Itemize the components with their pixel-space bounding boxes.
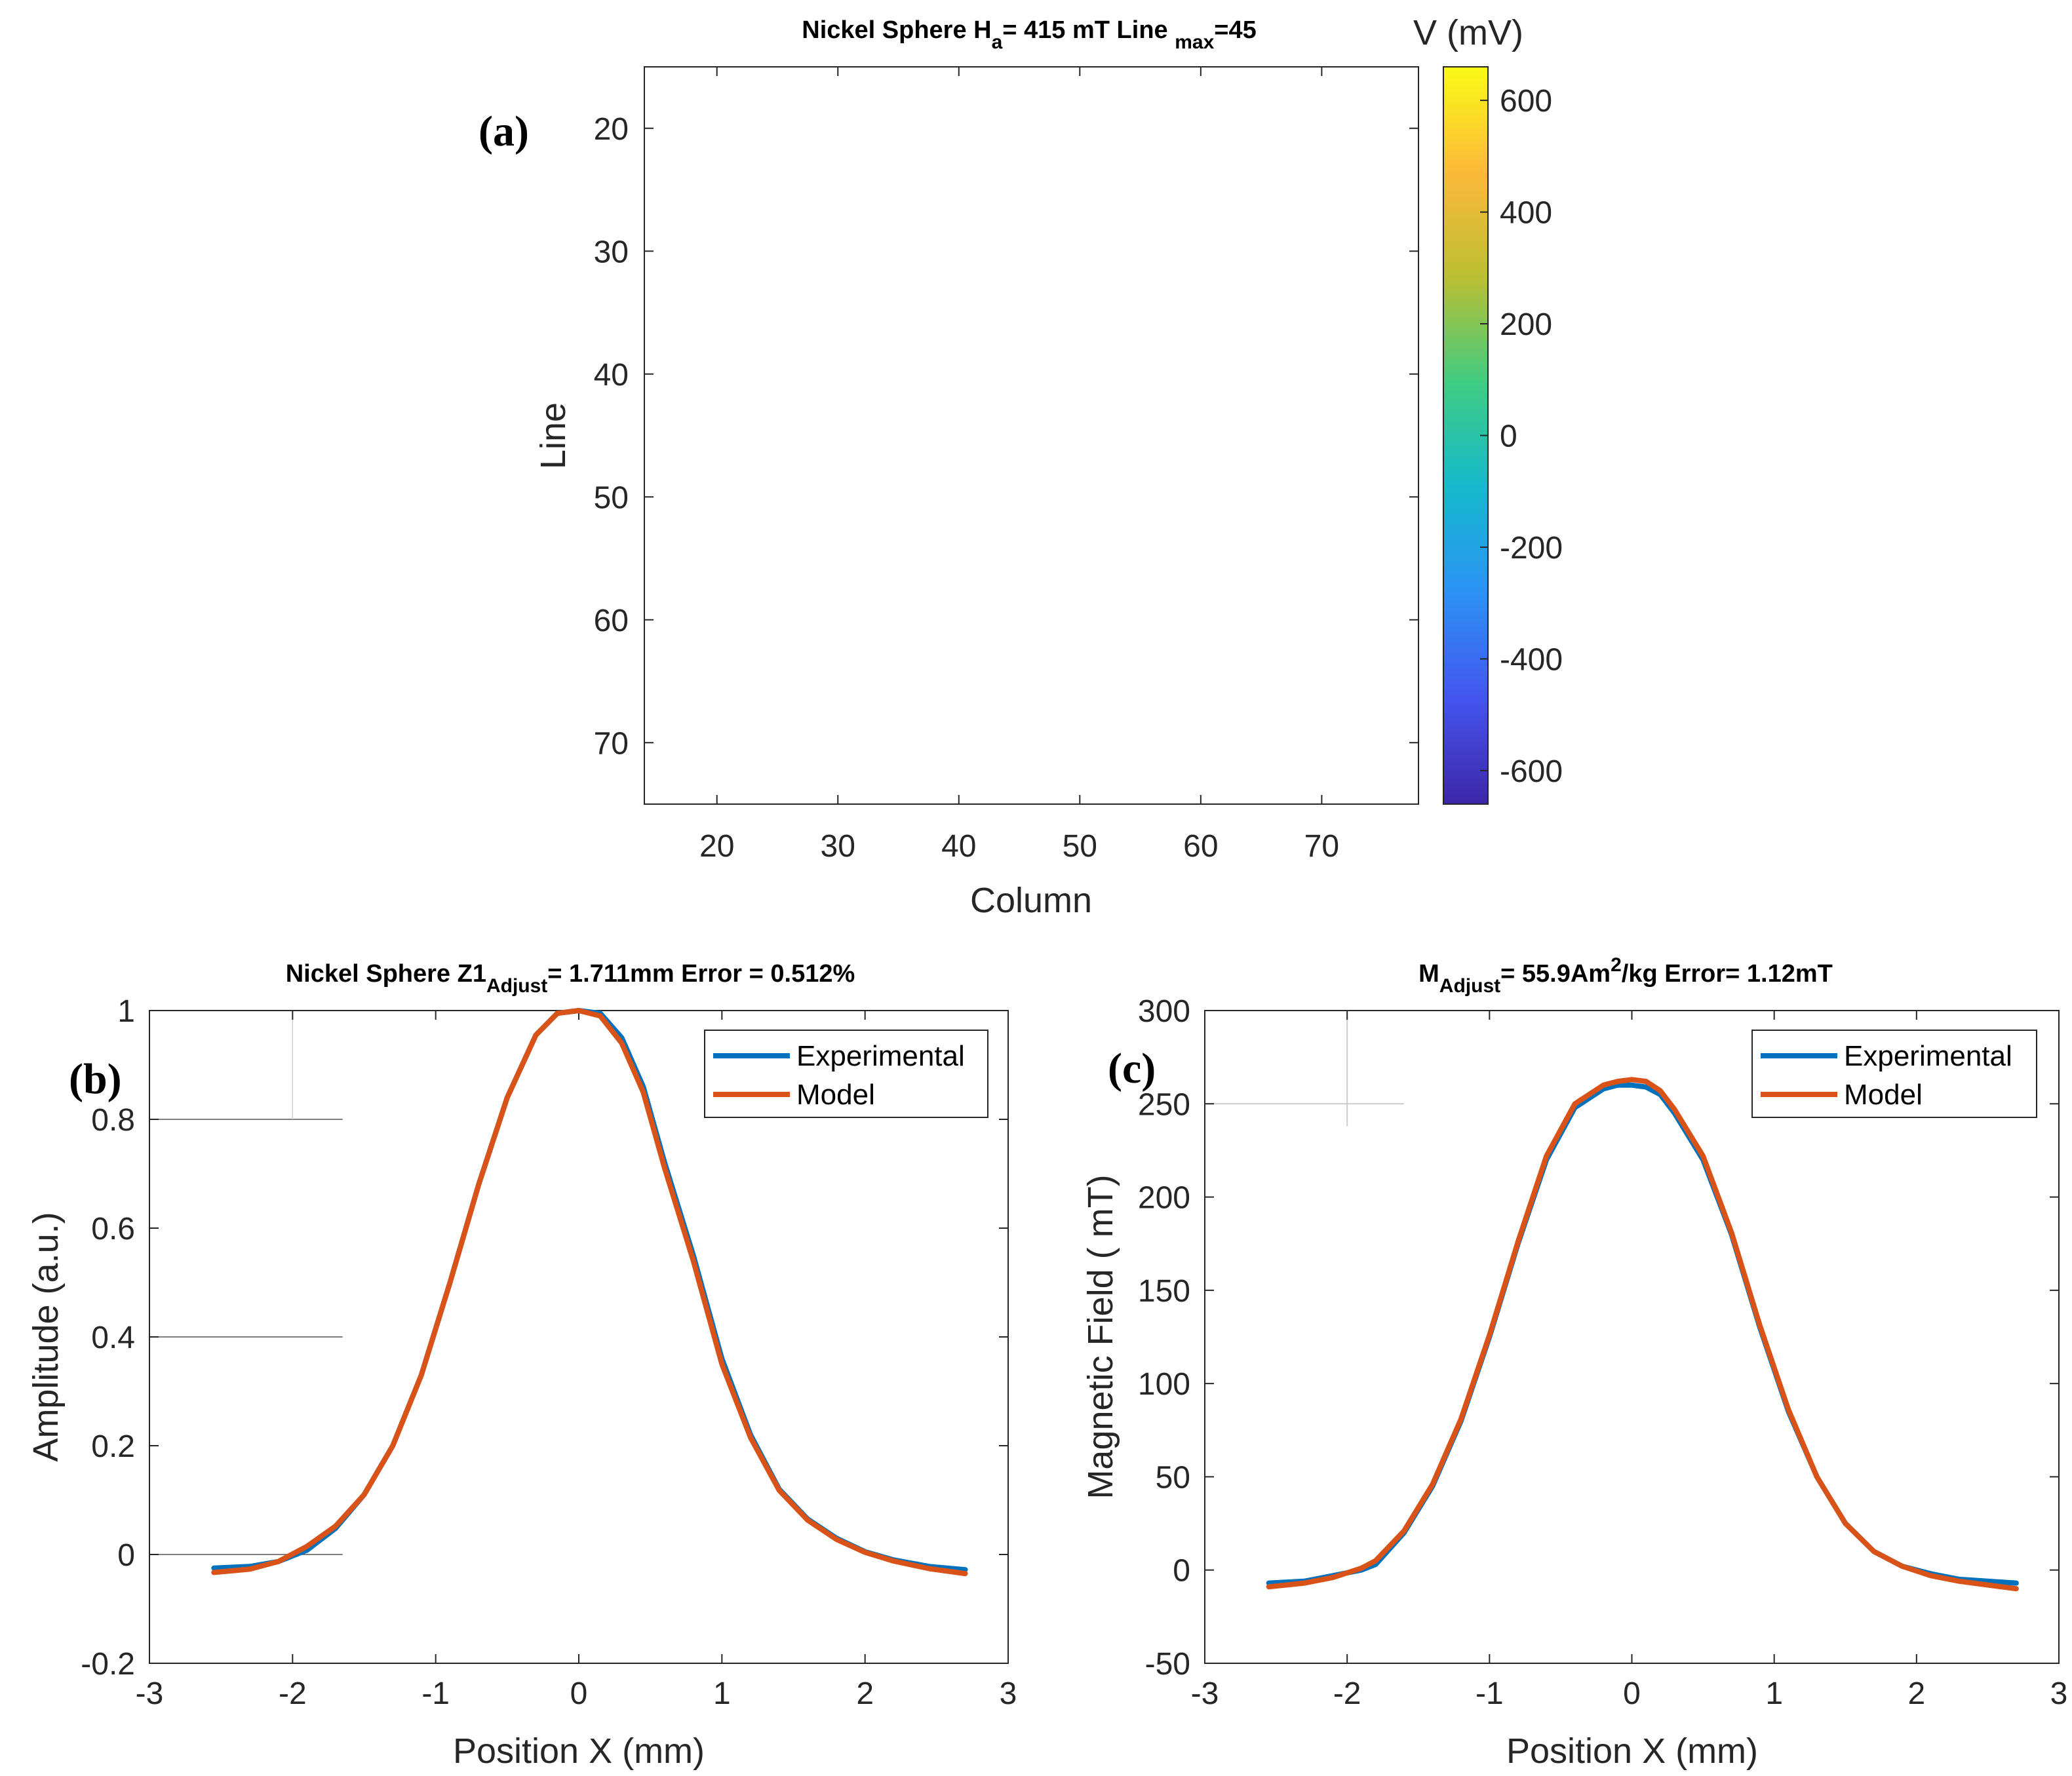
colorbar-tick-label: 400 [1500, 196, 1552, 231]
colorbar-tick-label: -600 [1500, 754, 1563, 789]
c-series-model [1266, 1077, 2019, 1592]
panel-b: Nickel Sphere Z1Adjust= 1.711mm Error = … [26, 960, 1017, 1771]
heatmap-x-label: Column [970, 881, 1092, 920]
plot-c-x-label: Position X (mm) [1506, 1731, 1758, 1771]
heatmap-frame [644, 66, 1419, 805]
heatmap-x-tick-label: 50 [1063, 829, 1097, 864]
b-y-tick-label: 0 [117, 1538, 135, 1573]
panel-c-label: (c) [1108, 1045, 1156, 1092]
b-series-model [211, 1008, 968, 1577]
panel-c-title: MAdjust= 55.9Am2/kg Error= 1.12mT [1418, 954, 1833, 997]
c-y-tick-label: 100 [1138, 1367, 1190, 1402]
b-y-tick-label: -0.2 [81, 1647, 135, 1682]
c-y-tick-label: 250 [1138, 1087, 1190, 1122]
plot-b-y-axis: -0.2 0 0.2 0.4 0.6 0.8 1 [81, 994, 1008, 1682]
heatmap-y-label: Line [534, 402, 573, 469]
heatmap-y-tick-label: 20 [594, 112, 629, 147]
panel-b-title: Nickel Sphere Z1Adjust= 1.711mm Error = … [286, 960, 855, 997]
plot-b-legend-box [704, 1030, 988, 1118]
plot-c-y-label: Magnetic Field ( mT) [1081, 1174, 1120, 1499]
plot-b-legend: Experimental Model [704, 1030, 988, 1118]
b-x-tick-label: 2 [856, 1676, 874, 1711]
b-x-tick-label: -3 [136, 1676, 164, 1711]
plot-b-y-label: Amplitude (a.u.) [26, 1212, 66, 1461]
c-y-tick-label: 0 [1173, 1554, 1190, 1589]
colorbar-tick-label: 0 [1500, 419, 1517, 454]
plot-c-y-axis: -50 0 50 100 150 200 250 300 [1138, 994, 2059, 1682]
heatmap-y-tick-label: 30 [594, 235, 629, 269]
plot-c-artifact-lines [1205, 1011, 1405, 1127]
b-y-tick-label: 0.2 [91, 1429, 135, 1464]
b-x-tick-label: 3 [1000, 1676, 1017, 1711]
b-x-tick-label: 1 [713, 1676, 731, 1711]
b-y-tick-label: 1 [117, 994, 135, 1029]
plot-b-artifact-lines [149, 1011, 343, 1555]
plot-c-legend-model: Model [1844, 1079, 1923, 1111]
b-y-tick-label: 0.6 [91, 1212, 135, 1246]
c-y-tick-label: -50 [1145, 1647, 1190, 1682]
panel-b-label: (b) [69, 1055, 122, 1103]
panel-c: MAdjust= 55.9Am2/kg Error= 1.12mT -3 -2 -1… [1081, 954, 2067, 1771]
heatmap-y-tick-label: 40 [594, 358, 629, 393]
plot-b-x-axis: -3 -2 -1 0 1 2 3 [136, 1011, 1017, 1711]
plot-c-legend-experimental: Experimental [1844, 1040, 2012, 1072]
c-x-tick-label: -2 [1333, 1676, 1361, 1711]
heatmap-y-tick-label: 60 [594, 604, 629, 638]
c-y-tick-label: 300 [1138, 994, 1190, 1029]
heatmap-x-axis: 20 30 40 50 60 70 [699, 67, 1339, 864]
heatmap-x-tick-label: 60 [1183, 829, 1218, 864]
c-x-tick-label: -3 [1191, 1676, 1219, 1711]
colorbar-label: V (mV) [1413, 13, 1523, 52]
b-x-tick-label: -2 [279, 1676, 307, 1711]
b-y-tick-label: 0.4 [91, 1321, 135, 1355]
b-x-tick-label: -1 [421, 1676, 450, 1711]
heatmap-x-tick-label: 40 [941, 829, 976, 864]
plot-b-series [211, 1008, 968, 1577]
plot-b-legend-experimental: Experimental [796, 1040, 965, 1072]
colorbar-axis: 600 400 200 0 -200 -400 -600 [1480, 84, 1563, 789]
c-x-tick-label: 3 [2050, 1676, 2068, 1711]
panel-a-title: Nickel Sphere Ha= 415 mT Line max=45 [802, 16, 1257, 53]
plot-b-legend-model: Model [796, 1079, 875, 1111]
panel-a-label: (a) [479, 107, 529, 155]
c-y-tick-label: 50 [1156, 1460, 1190, 1495]
heatmap-x-tick-label: 20 [699, 829, 734, 864]
plot-c-series [1266, 1077, 2019, 1592]
colorbar-tick-label: -400 [1500, 642, 1563, 677]
b-x-tick-label: 0 [570, 1676, 588, 1711]
c-x-tick-label: -1 [1476, 1676, 1504, 1711]
heatmap-y-tick-label: 70 [594, 726, 629, 761]
heatmap-y-axis: 20 30 40 50 60 70 [594, 112, 1418, 761]
heatmap-x-tick-label: 70 [1304, 829, 1339, 864]
plot-c-x-axis: -3 -2 -1 0 1 2 3 [1191, 1011, 2068, 1711]
plot-c-legend: Experimental Model [1751, 1030, 2037, 1118]
heatmap-x-tick-label: 30 [821, 829, 855, 864]
colorbar-tick-label: -200 [1500, 531, 1563, 566]
plot-b-x-label: Position X (mm) [453, 1731, 705, 1771]
c-x-tick-label: 1 [1765, 1676, 1783, 1711]
plot-c-legend-box [1751, 1030, 2037, 1118]
c-y-tick-label: 200 [1138, 1181, 1190, 1216]
c-y-tick-label: 150 [1138, 1274, 1190, 1309]
colorbar-tick-label: 600 [1500, 84, 1552, 119]
panel-a: (a) Nickel Sphere Ha= 415 mT Line max=45… [479, 13, 1563, 920]
c-x-tick-label: 2 [1907, 1676, 1925, 1711]
heatmap-y-tick-label: 50 [594, 480, 629, 515]
b-y-tick-label: 0.8 [91, 1103, 135, 1138]
colorbar-tick-label: 200 [1500, 307, 1552, 342]
c-x-tick-label: 0 [1623, 1676, 1641, 1711]
